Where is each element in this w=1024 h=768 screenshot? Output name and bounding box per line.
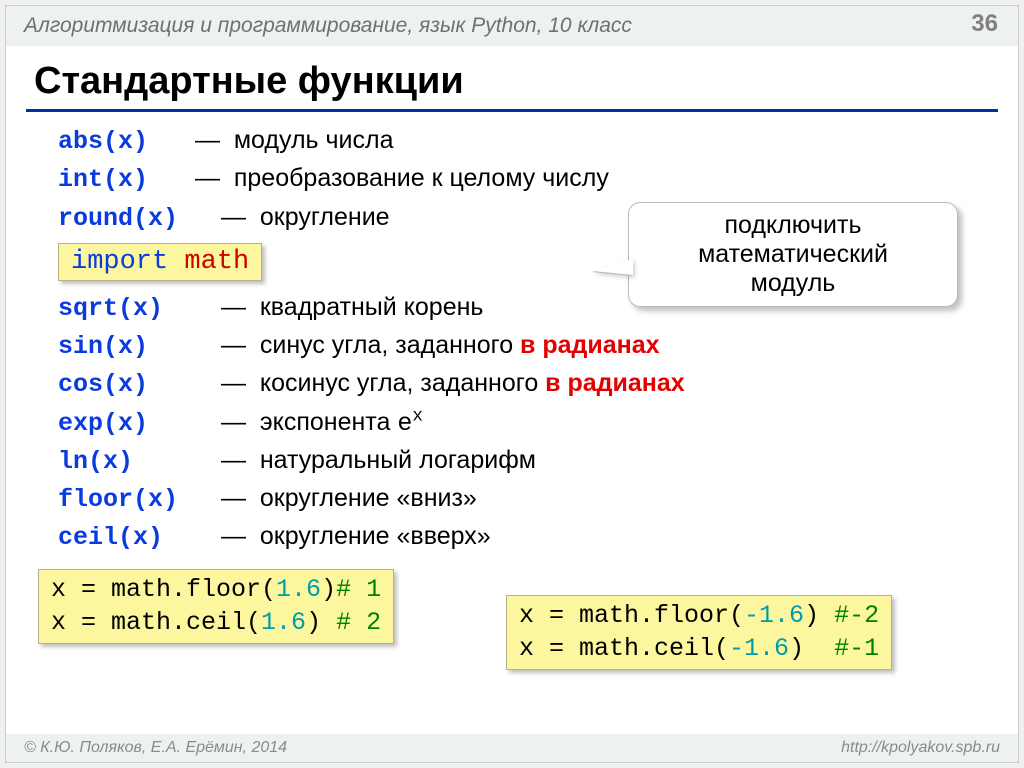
func-row: cos(x) — косинус угла, заданного в радиа… (36, 365, 988, 403)
footer-bar: © К.Ю. Поляков, Е.А. Ерёмин, 2014 http:/… (6, 734, 1018, 762)
fn-name: ceil (58, 523, 118, 552)
fn-desc: квадратный корень (260, 293, 484, 321)
import-box: import math (58, 243, 262, 281)
content: abs(x) — модуль числа int(x) — преобразо… (6, 122, 1018, 689)
code-text: ) (804, 601, 834, 630)
fn-exp-base: e (397, 409, 412, 438)
fn-name: int (58, 165, 103, 194)
fn-desc: округление (260, 203, 390, 231)
course-title: Алгоритмизация и программирование, язык … (24, 14, 632, 38)
fn-args: (x) (118, 523, 163, 552)
fn-desc: натуральный логарифм (260, 446, 536, 474)
title-rule (26, 109, 998, 112)
fn-desc: округление «вниз» (260, 484, 477, 512)
fn-desc: модуль числа (234, 126, 394, 154)
footer-left: © К.Ю. Поляков, Е.А. Ерёмин, 2014 (24, 739, 287, 757)
fn-name: round (58, 204, 133, 233)
fn-args: (x) (103, 332, 148, 361)
func-row: sin(x) — синус угла, заданного в радиана… (36, 327, 988, 365)
fn-args: (x) (118, 294, 163, 323)
fn-args: (x) (133, 485, 178, 514)
fn-exp-sup: x (412, 406, 423, 426)
func-row: int(x) — преобразование к целому числу (36, 160, 988, 198)
code-text: x = math.ceil( (51, 608, 261, 637)
fn-name: sqrt (58, 294, 118, 323)
fn-desc: преобразование к целому числу (234, 164, 609, 192)
fn-desc: экспонента (260, 408, 397, 436)
func-row: ceil(x) — округление «вверх» (36, 518, 988, 556)
fn-name: sin (58, 332, 103, 361)
callout-tail (593, 259, 633, 275)
code-number: -1.6 (744, 601, 804, 630)
callout-line: модуль (639, 269, 947, 298)
fn-desc: синус угла, заданного (260, 331, 520, 359)
fn-desc-red: в радианах (545, 369, 685, 397)
code-text: ) (306, 608, 336, 637)
fn-desc: округление «вверх» (260, 522, 491, 550)
fn-name: abs (58, 127, 103, 156)
func-row: exp(x) — экспонента ex (36, 404, 988, 442)
code-number: -1.6 (729, 634, 789, 663)
code-number: 1.6 (261, 608, 306, 637)
fn-name: ln (58, 447, 88, 476)
code-comment: #-2 (834, 601, 879, 630)
fn-desc-red: в радианах (520, 331, 660, 359)
slide: Алгоритмизация и программирование, язык … (6, 6, 1018, 762)
func-row: floor(x) — округление «вниз» (36, 480, 988, 518)
import-keyword: import (71, 247, 168, 277)
code-text: x = math.ceil( (519, 634, 729, 663)
code-text: x = math.floor( (51, 575, 276, 604)
fn-args: (x) (103, 165, 148, 194)
code-text: ) (321, 575, 336, 604)
fn-name: exp (58, 409, 103, 438)
fn-args: (x) (133, 204, 178, 233)
fn-desc: косинус угла, заданного (260, 369, 545, 397)
code-comment: # 2 (336, 608, 381, 637)
callout-line: подключить (639, 211, 947, 240)
callout: подключить математический модуль (628, 202, 958, 307)
fn-name: floor (58, 485, 133, 514)
fn-args: (x) (103, 127, 148, 156)
slide-title: Стандартные функции (6, 46, 1018, 109)
callout-line: математический (639, 240, 947, 269)
header-bar: Алгоритмизация и программирование, язык … (6, 6, 1018, 46)
fn-name: cos (58, 370, 103, 399)
import-module: math (184, 247, 249, 277)
code-text: ) (789, 634, 834, 663)
fn-args: (x) (103, 370, 148, 399)
footer-right: http://kpolyakov.spb.ru (841, 739, 1000, 757)
code-box-b: x = math.floor(-1.6) #-2 x = math.ceil(-… (506, 595, 892, 671)
code-comment: #-1 (834, 634, 879, 663)
page-number: 36 (971, 10, 998, 38)
func-row: ln(x) — натуральный логарифм (36, 442, 988, 480)
code-comment: # 1 (336, 575, 381, 604)
code-examples: x = math.floor(1.6)# 1 x = math.ceil(1.6… (36, 569, 988, 689)
code-box-a: x = math.floor(1.6)# 1 x = math.ceil(1.6… (38, 569, 394, 645)
code-number: 1.6 (276, 575, 321, 604)
fn-args: (x) (103, 409, 148, 438)
code-text: x = math.floor( (519, 601, 744, 630)
func-row: abs(x) — модуль числа (36, 122, 988, 160)
fn-args: (x) (88, 447, 133, 476)
